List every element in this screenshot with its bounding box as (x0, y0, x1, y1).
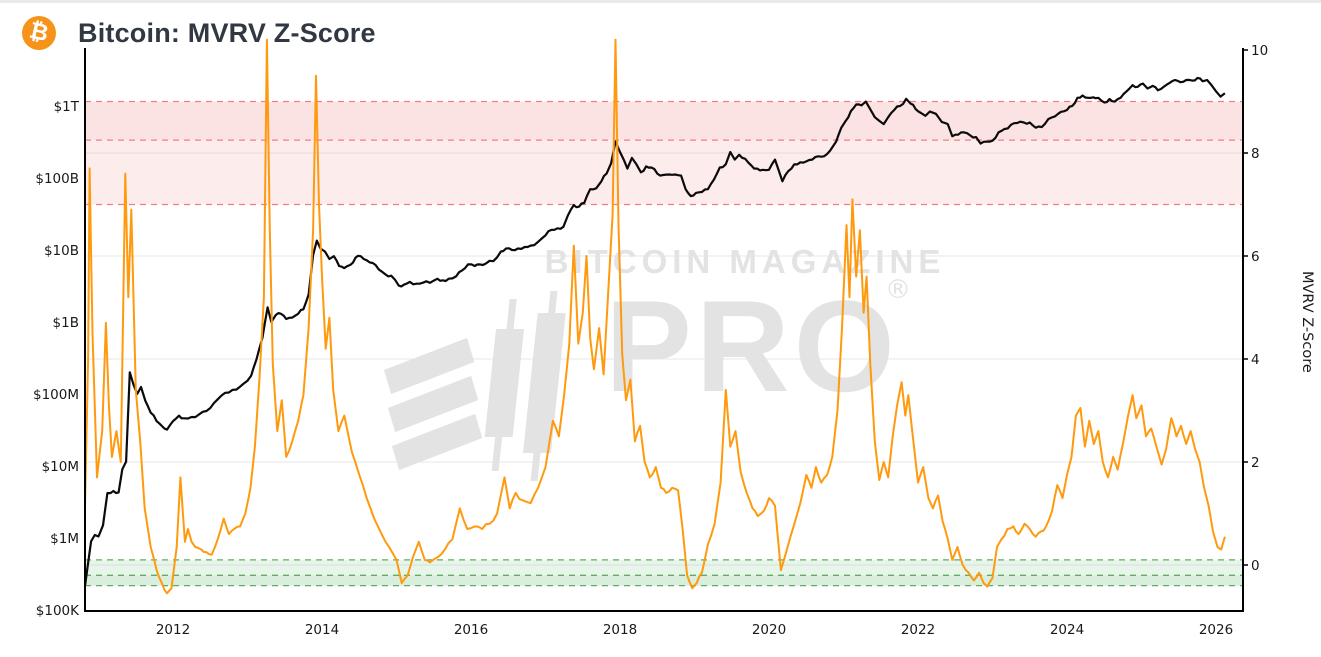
right-axis-title: MVRV Z-Score (1299, 271, 1315, 373)
svg-text:2014: 2014 (305, 622, 339, 638)
svg-text:2020: 2020 (752, 622, 786, 638)
svg-text:$100K: $100K (36, 603, 80, 619)
svg-text:$1M: $1M (50, 531, 79, 547)
svg-text:$100B: $100B (35, 171, 79, 187)
watermark-registered-icon: ® (885, 275, 911, 305)
svg-text:8: 8 (1251, 146, 1260, 162)
bitcoin-icon: ₿ (22, 16, 56, 50)
market-cap-line (84, 76, 1226, 586)
svg-text:$100M: $100M (33, 387, 79, 403)
threshold-bands (85, 100, 1243, 587)
svg-text:2022: 2022 (901, 622, 935, 638)
gridlines (85, 152, 1243, 566)
page-title: Bitcoin: MVRV Z-Score (78, 17, 376, 48)
svg-text:4: 4 (1251, 352, 1260, 368)
watermark-candlestick-icon (383, 291, 566, 481)
bitcoin-glyph: ₿ (26, 17, 51, 48)
svg-text:2024: 2024 (1050, 622, 1084, 638)
svg-text:$1B: $1B (53, 315, 79, 331)
svg-text:2012: 2012 (156, 622, 190, 638)
svg-text:2016: 2016 (454, 622, 488, 638)
svg-text:$10B: $10B (44, 243, 79, 259)
svg-text:10: 10 (1251, 43, 1268, 59)
axis-tick-labels: $1T$100B$10B$1B$100M$10M$1M$100K10864202… (33, 43, 1268, 638)
plot-spines (84, 48, 1244, 612)
watermark-line2: PRO (605, 273, 899, 419)
svg-text:0: 0 (1251, 558, 1260, 574)
chart-header: ₿ Bitcoin: MVRV Z-Score (0, 11, 376, 55)
mvrv-zscore-line (84, 38, 1226, 595)
svg-text:$1T: $1T (54, 99, 80, 115)
svg-text:2026: 2026 (1199, 622, 1233, 638)
svg-text:$10M: $10M (42, 459, 79, 475)
svg-text:2018: 2018 (603, 622, 637, 638)
svg-text:6: 6 (1251, 249, 1260, 265)
svg-text:2: 2 (1251, 455, 1260, 471)
